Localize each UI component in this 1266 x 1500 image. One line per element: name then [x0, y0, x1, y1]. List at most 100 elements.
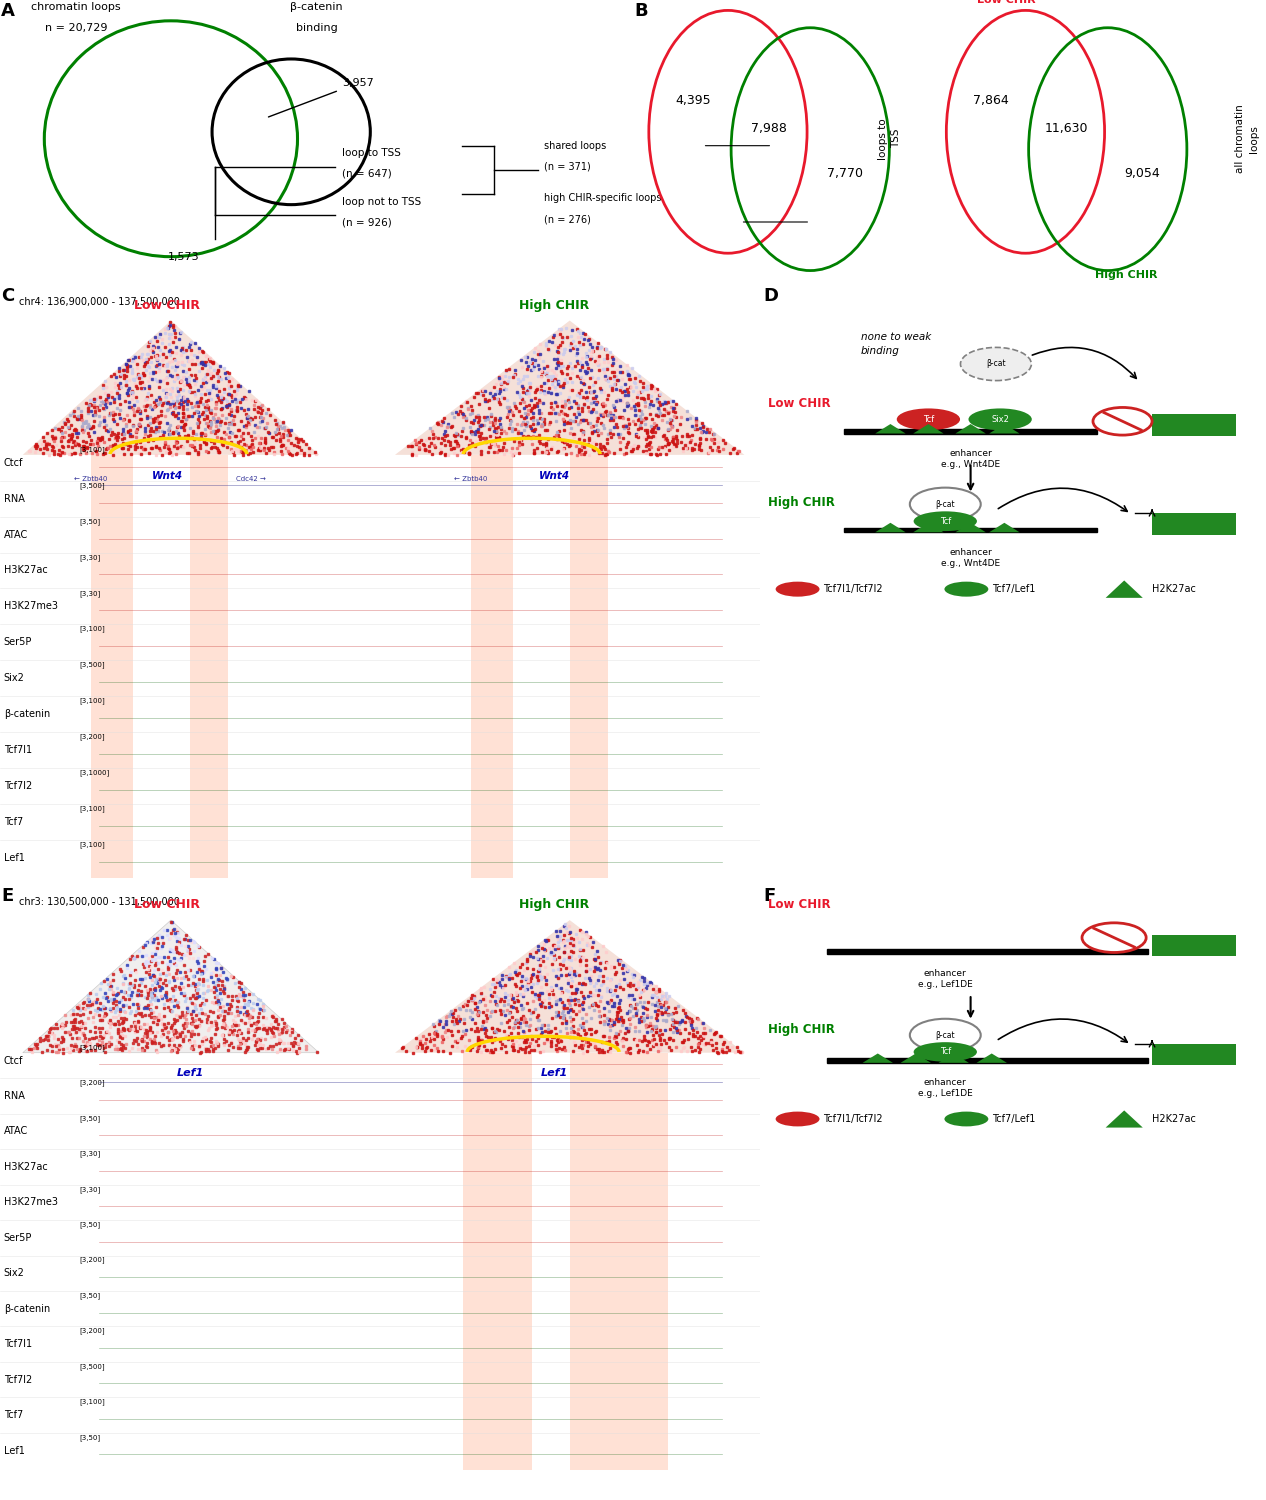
Text: n = 20,729: n = 20,729 — [44, 22, 108, 33]
Text: Tcf7l1/Tcf7l2: Tcf7l1/Tcf7l2 — [823, 1114, 882, 1124]
Text: loop not to TSS: loop not to TSS — [342, 196, 422, 207]
Text: [3,500]: [3,500] — [80, 662, 105, 669]
Text: H3K27ac: H3K27ac — [4, 566, 48, 576]
Text: 11,630: 11,630 — [1044, 122, 1089, 135]
Polygon shape — [1105, 580, 1143, 598]
Text: D: D — [763, 286, 779, 304]
Text: β-catenin: β-catenin — [4, 710, 51, 718]
Polygon shape — [23, 321, 319, 454]
Text: (n = 926): (n = 926) — [342, 217, 391, 228]
Text: β-catenin: β-catenin — [290, 3, 343, 12]
Text: [3,30]: [3,30] — [80, 554, 101, 561]
Text: [3,30]: [3,30] — [80, 1150, 101, 1156]
Text: Tcf7l1/Tcf7l2: Tcf7l1/Tcf7l2 — [823, 584, 882, 594]
Text: Tcf7l1: Tcf7l1 — [4, 746, 32, 754]
Circle shape — [1093, 408, 1152, 435]
Text: high CHIR-specific loops: high CHIR-specific loops — [544, 194, 662, 202]
Text: shared loops: shared loops — [544, 141, 606, 152]
Text: H2K27ac: H2K27ac — [1152, 584, 1196, 594]
Text: loops to
TSS: loops to TSS — [877, 118, 901, 159]
Text: [3,100]: [3,100] — [80, 626, 105, 633]
Text: Tcf7l1: Tcf7l1 — [4, 1340, 32, 1348]
Text: RNA: RNA — [4, 494, 24, 504]
Text: [3,30]: [3,30] — [80, 1186, 101, 1192]
Text: [3,500]: [3,500] — [80, 1364, 105, 1370]
Text: [3,50]: [3,50] — [80, 1114, 101, 1122]
Polygon shape — [913, 424, 943, 433]
Polygon shape — [23, 920, 319, 1053]
Polygon shape — [976, 1053, 1006, 1064]
Text: (n = 647): (n = 647) — [342, 170, 391, 178]
Bar — [844, 429, 1098, 433]
Text: Six2: Six2 — [4, 1268, 24, 1278]
Text: [3,500]: [3,500] — [80, 482, 105, 489]
Ellipse shape — [944, 1112, 989, 1126]
Text: 7,770: 7,770 — [827, 166, 863, 180]
Text: H2K27ac: H2K27ac — [1152, 1114, 1196, 1124]
Text: ← Zbtb40: ← Zbtb40 — [454, 476, 487, 482]
Text: [3,100]: [3,100] — [80, 446, 105, 453]
Polygon shape — [875, 424, 905, 433]
Ellipse shape — [968, 408, 1032, 430]
Ellipse shape — [896, 408, 960, 430]
Text: 1,573: 1,573 — [168, 252, 199, 262]
Text: Lef1: Lef1 — [176, 1068, 204, 1078]
Text: Ser5P: Ser5P — [4, 638, 32, 648]
Text: binding: binding — [296, 22, 337, 33]
Text: 9,054: 9,054 — [1124, 166, 1161, 180]
Text: Ser5P: Ser5P — [4, 1233, 32, 1244]
Text: chr3: 130,500,000 - 131,500,000: chr3: 130,500,000 - 131,500,000 — [19, 897, 180, 906]
Text: Tcf7/Lef1: Tcf7/Lef1 — [991, 584, 1036, 594]
Text: 4,395: 4,395 — [675, 94, 711, 106]
Text: Tcf7l2: Tcf7l2 — [4, 1374, 32, 1384]
Text: Six2: Six2 — [991, 416, 1009, 424]
Text: H3K27ac: H3K27ac — [4, 1162, 48, 1172]
Circle shape — [910, 488, 981, 520]
Text: Lef1: Lef1 — [4, 852, 24, 862]
Text: chr4: 136,900,000 - 137,500,000: chr4: 136,900,000 - 137,500,000 — [19, 297, 180, 307]
Text: enhancer
e.g., Lef1DE: enhancer e.g., Lef1DE — [918, 969, 972, 988]
Text: chromatin loops: chromatin loops — [32, 3, 120, 12]
Text: Cdc42 →: Cdc42 → — [235, 476, 266, 482]
Text: Six2: Six2 — [4, 674, 24, 682]
Bar — [1152, 934, 1237, 956]
Text: [3,200]: [3,200] — [80, 1080, 105, 1086]
Text: Lef1: Lef1 — [4, 1446, 24, 1455]
Text: β-cat: β-cat — [936, 500, 955, 508]
Ellipse shape — [914, 1042, 977, 1062]
Circle shape — [910, 1019, 981, 1052]
Bar — [844, 528, 1098, 532]
Text: Low CHIR: Low CHIR — [977, 0, 1036, 6]
Text: [3,50]: [3,50] — [80, 1434, 101, 1440]
Polygon shape — [989, 424, 1019, 433]
Text: 7,988: 7,988 — [751, 122, 787, 135]
Text: enhancer
e.g., Wnt4DE: enhancer e.g., Wnt4DE — [941, 548, 1000, 568]
Text: ← Zbtb40: ← Zbtb40 — [75, 476, 108, 482]
Bar — [463, 1053, 532, 1470]
Text: [3,200]: [3,200] — [80, 1257, 105, 1263]
Text: E: E — [1, 886, 14, 904]
Text: C: C — [1, 286, 15, 304]
Text: [3,100]: [3,100] — [80, 842, 105, 848]
Text: [3,200]: [3,200] — [80, 1328, 105, 1335]
Polygon shape — [900, 1053, 931, 1064]
Text: enhancer
e.g., Lef1DE: enhancer e.g., Lef1DE — [918, 1078, 972, 1098]
Text: [3,50]: [3,50] — [80, 1221, 101, 1228]
Text: β-cat: β-cat — [936, 1030, 955, 1039]
Text: Low CHIR: Low CHIR — [768, 898, 830, 912]
Polygon shape — [395, 321, 744, 454]
Text: Tcf7/Lef1: Tcf7/Lef1 — [991, 1114, 1036, 1124]
Text: (n = 276): (n = 276) — [544, 214, 591, 223]
Text: [3,100]: [3,100] — [80, 1398, 105, 1406]
Text: High CHIR: High CHIR — [768, 496, 834, 508]
Text: none to weak
binding: none to weak binding — [861, 333, 931, 356]
Polygon shape — [956, 524, 986, 532]
Text: [3,200]: [3,200] — [80, 734, 105, 740]
Bar — [827, 950, 1148, 954]
Polygon shape — [938, 1053, 968, 1064]
Text: B: B — [634, 2, 648, 20]
Text: Wnt4: Wnt4 — [152, 471, 182, 480]
Bar — [1152, 414, 1237, 436]
Text: Tcf: Tcf — [939, 516, 951, 525]
Text: Low CHIR: Low CHIR — [768, 398, 830, 411]
